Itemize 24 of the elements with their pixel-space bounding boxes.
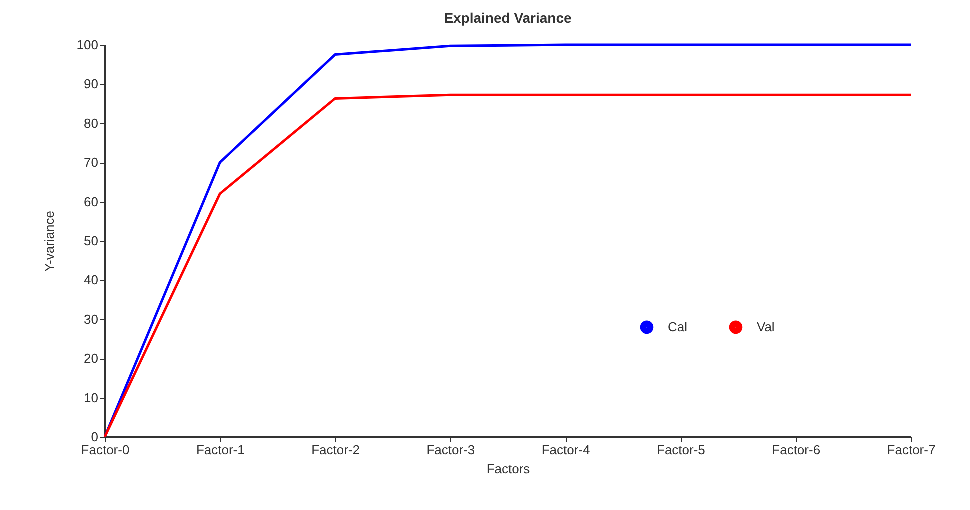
y-tick-label: 30 xyxy=(84,312,98,327)
y-tick-label: 90 xyxy=(84,76,98,92)
x-tick-label: Factor-3 xyxy=(426,442,476,458)
x-tick-label: Factor-2 xyxy=(312,442,360,458)
x-tick-label: Factor-5 xyxy=(657,442,706,458)
y-tick-label: 20 xyxy=(84,351,98,366)
y-tick-label: 100 xyxy=(76,38,98,52)
legend-label: Val xyxy=(757,319,775,334)
y-axis-title: Y-variance xyxy=(42,211,57,272)
x-tick-label: Factor-1 xyxy=(196,442,245,458)
y-tick-label: 70 xyxy=(84,155,98,170)
y-tick-label: 50 xyxy=(84,234,98,248)
x-tick-label: Factor-0 xyxy=(81,442,130,458)
x-tick-label: Factor-4 xyxy=(542,442,590,458)
y-tick-label: 60 xyxy=(84,194,98,210)
y-tick-label: 10 xyxy=(84,390,98,406)
x-tick-label: Factor-6 xyxy=(772,442,821,458)
x-tick-label: Factor-7 xyxy=(887,442,936,458)
y-tick-label: 0 xyxy=(91,430,98,444)
x-axis-title: Factors xyxy=(486,462,531,476)
y-tick-label: 40 xyxy=(84,272,98,288)
y-tick-label: 80 xyxy=(84,116,98,131)
legend-label: Cal xyxy=(668,319,688,334)
chart-title: Explained Variance xyxy=(444,10,572,26)
